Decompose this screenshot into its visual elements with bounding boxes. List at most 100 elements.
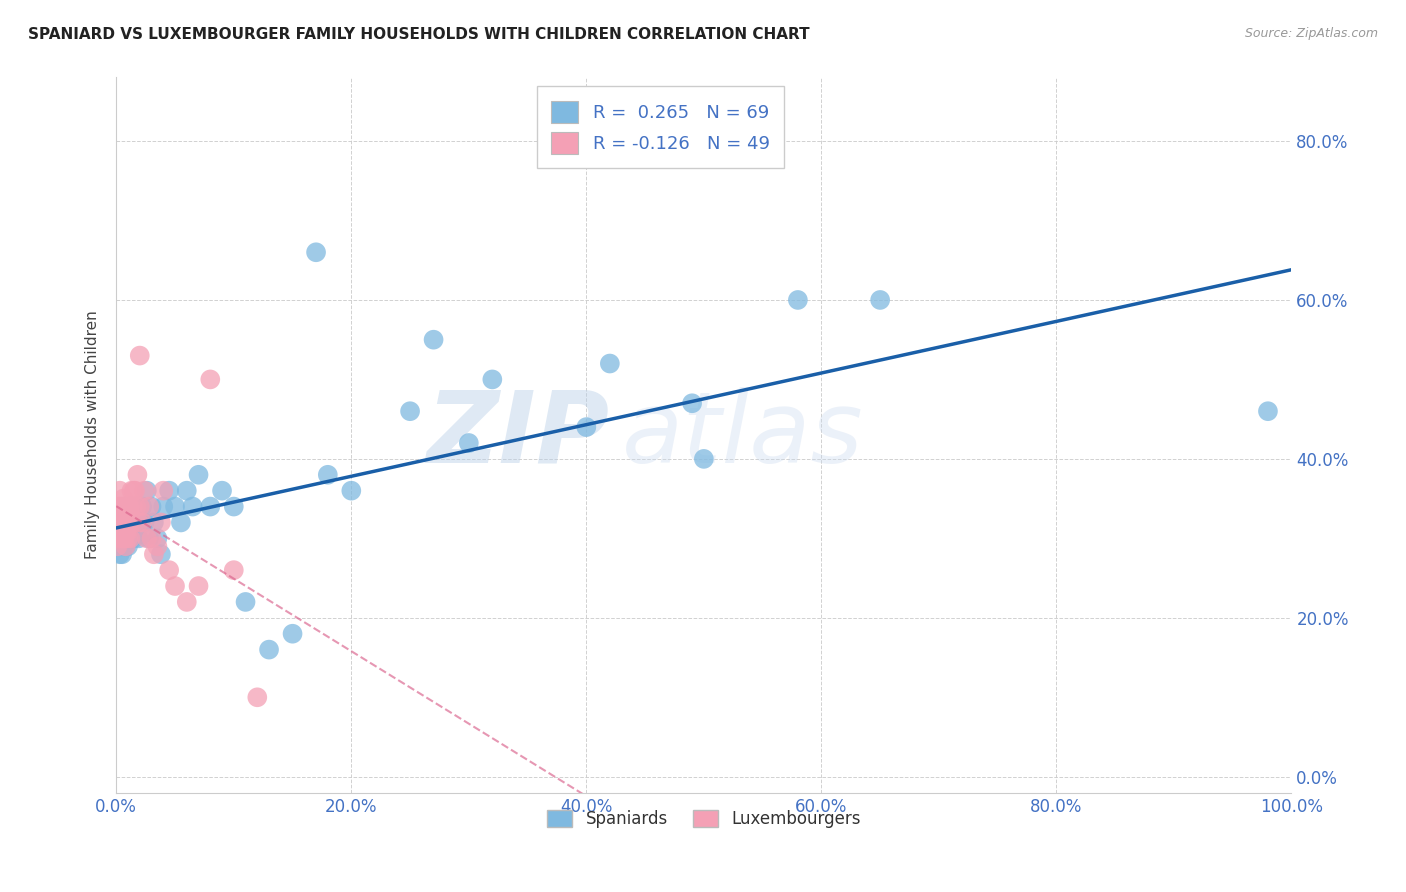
Point [146, 532, 169, 546]
Point [141, 532, 163, 546]
Point [107, 500, 129, 514]
Point [120, 524, 142, 538]
Point [135, 483, 157, 498]
Point [115, 508, 138, 522]
Point [124, 483, 146, 498]
Point [121, 532, 143, 546]
Point [146, 539, 169, 553]
Point [127, 500, 149, 514]
Point [1257, 404, 1279, 418]
Point [122, 532, 145, 546]
Point [107, 524, 129, 538]
Point [120, 508, 142, 522]
Point [121, 516, 143, 530]
Text: atlas: atlas [621, 386, 863, 483]
Point [305, 245, 328, 260]
Point [120, 532, 142, 546]
Point [114, 516, 136, 530]
Point [117, 516, 139, 530]
Point [149, 547, 172, 561]
Point [125, 524, 148, 538]
Point [115, 508, 138, 522]
Point [152, 483, 174, 498]
Point [131, 516, 153, 530]
Point [211, 483, 233, 498]
Point [115, 524, 138, 538]
Point [117, 532, 139, 546]
Point [257, 642, 280, 657]
Point [246, 690, 269, 705]
Point [128, 532, 150, 546]
Point [108, 508, 131, 522]
Point [135, 532, 157, 546]
Legend: Spaniards, Luxembourgers: Spaniards, Luxembourgers [540, 803, 868, 834]
Point [142, 516, 165, 530]
Point [107, 516, 129, 530]
Point [176, 483, 198, 498]
Point [108, 508, 131, 522]
Point [131, 500, 153, 514]
Point [114, 532, 136, 546]
Point [235, 595, 257, 609]
Point [118, 500, 141, 514]
Point [118, 532, 141, 546]
Point [170, 516, 193, 530]
Point [149, 516, 172, 530]
Point [115, 532, 138, 546]
Point [200, 372, 222, 386]
Point [114, 539, 136, 553]
Point [693, 451, 716, 466]
Point [107, 516, 129, 530]
Point [111, 508, 134, 522]
Point [141, 500, 163, 514]
Point [157, 563, 180, 577]
Point [128, 516, 150, 530]
Point [108, 532, 131, 546]
Point [107, 539, 129, 553]
Point [118, 500, 141, 514]
Point [107, 539, 129, 553]
Point [107, 524, 129, 538]
Point [222, 500, 245, 514]
Point [134, 516, 156, 530]
Text: SPANIARD VS LUXEMBOURGER FAMILY HOUSEHOLDS WITH CHILDREN CORRELATION CHART: SPANIARD VS LUXEMBOURGER FAMILY HOUSEHOL… [28, 27, 810, 42]
Point [110, 516, 132, 530]
Point [114, 500, 136, 514]
Point [110, 524, 132, 538]
Point [127, 467, 149, 482]
Point [152, 500, 174, 514]
Point [128, 516, 150, 530]
Point [112, 524, 135, 538]
Point [120, 508, 142, 522]
Point [457, 436, 479, 450]
Point [599, 357, 621, 371]
Point [187, 579, 209, 593]
Point [121, 500, 143, 514]
Point [124, 508, 146, 522]
Point [111, 508, 134, 522]
Text: ZIP: ZIP [427, 386, 610, 483]
Point [112, 491, 135, 506]
Point [138, 532, 160, 546]
Point [108, 483, 131, 498]
Point [786, 293, 808, 307]
Point [163, 500, 186, 514]
Point [222, 563, 245, 577]
Point [181, 500, 204, 514]
Text: Source: ZipAtlas.com: Source: ZipAtlas.com [1244, 27, 1378, 40]
Point [111, 547, 134, 561]
Point [117, 516, 139, 530]
Point [110, 500, 132, 514]
Point [187, 467, 209, 482]
Point [112, 539, 135, 553]
Point [157, 483, 180, 498]
Point [114, 516, 136, 530]
Point [114, 524, 136, 538]
Point [114, 500, 136, 514]
Point [114, 532, 136, 546]
Point [118, 524, 141, 538]
Point [316, 467, 339, 482]
Point [138, 500, 160, 514]
Point [121, 500, 143, 514]
Point [422, 333, 444, 347]
